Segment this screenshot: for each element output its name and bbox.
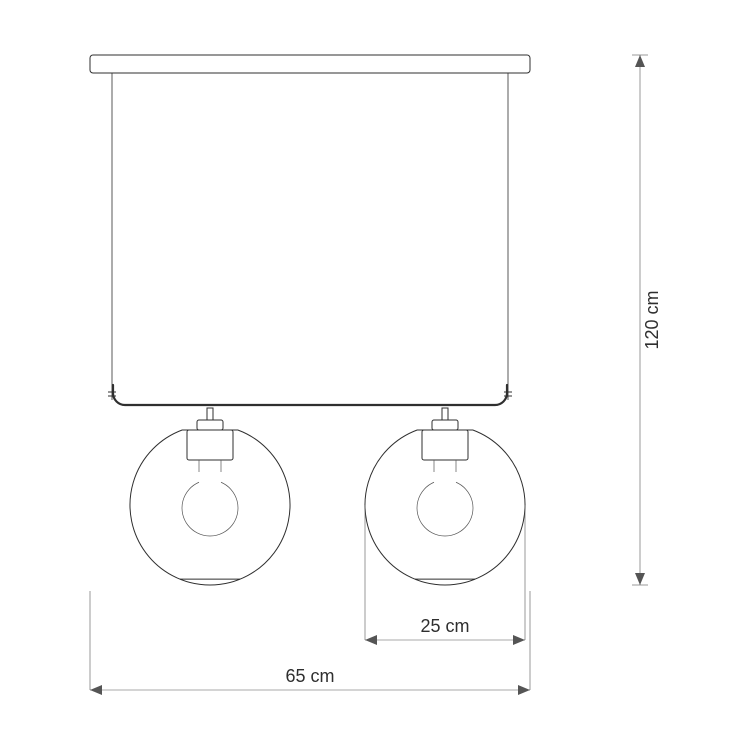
ferrule	[197, 420, 223, 430]
bulb-neck	[434, 460, 456, 472]
arrowhead-icon	[518, 685, 530, 695]
arrowhead-icon	[90, 685, 102, 695]
arrowhead-icon	[513, 635, 525, 645]
pendant-stem	[207, 408, 213, 420]
glass-globe	[365, 430, 525, 585]
bulb-globe	[417, 482, 473, 536]
ferrule	[432, 420, 458, 430]
bulb-globe	[182, 482, 238, 536]
dimension-label: 120 cm	[642, 290, 662, 349]
ceiling-canopy	[90, 55, 530, 73]
pendant-right	[365, 408, 525, 585]
pendant-left	[130, 408, 290, 585]
lamp-socket	[187, 430, 233, 460]
arrowhead-icon	[635, 55, 645, 67]
glass-globe	[130, 430, 290, 585]
lamp-socket	[422, 430, 468, 460]
pendant-stem	[442, 408, 448, 420]
dimension-label: 65 cm	[285, 666, 334, 686]
frame-bar	[113, 385, 507, 405]
bulb-neck	[199, 460, 221, 472]
dimension-label: 25 cm	[420, 616, 469, 636]
arrowhead-icon	[365, 635, 377, 645]
arrowhead-icon	[635, 573, 645, 585]
